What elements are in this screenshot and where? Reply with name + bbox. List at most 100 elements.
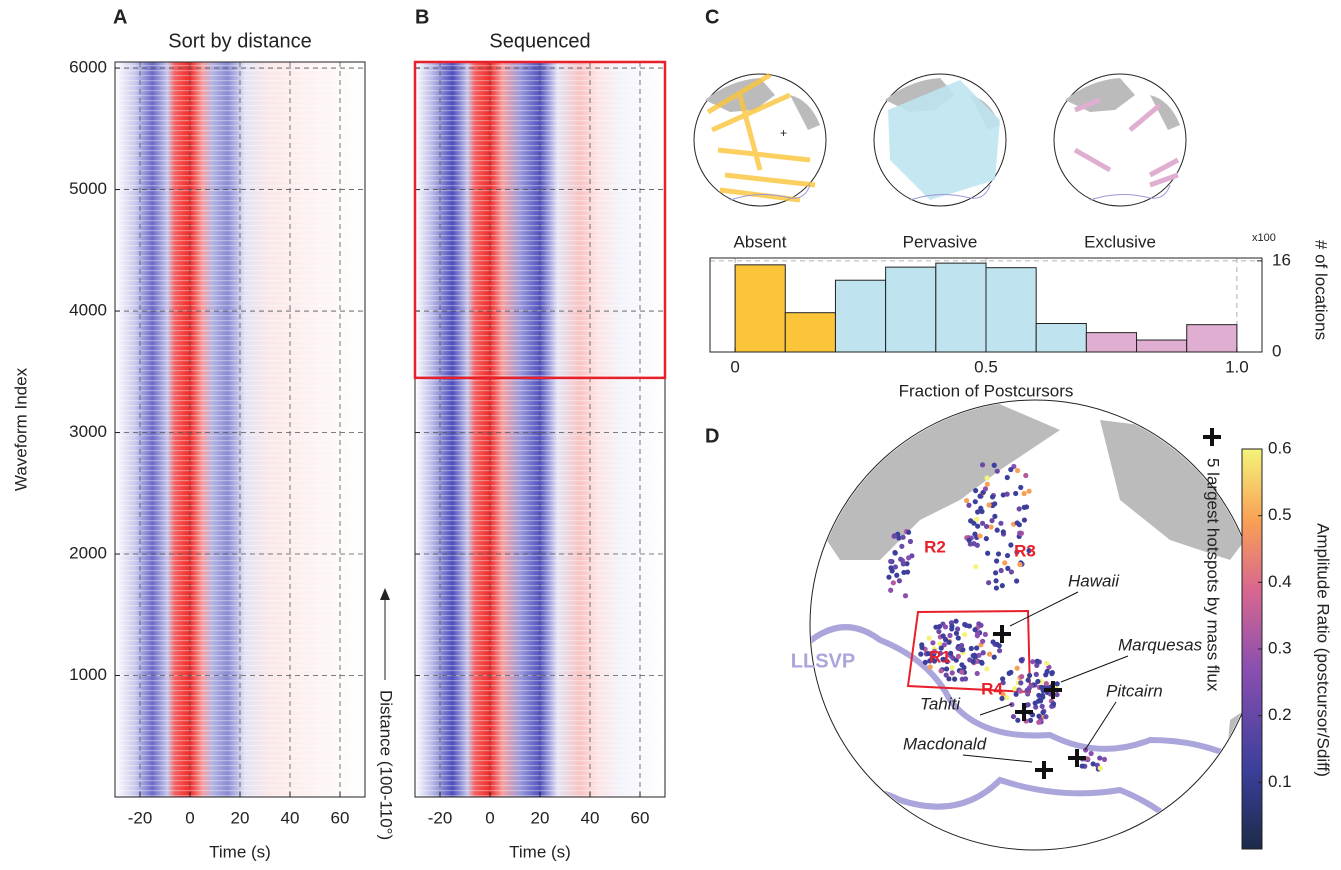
y-scale-label: x100 [1252, 232, 1276, 244]
observation-dot [962, 621, 968, 628]
observation-dot [991, 462, 997, 468]
observation-dot [1014, 520, 1020, 526]
panel-letter: C [705, 6, 719, 28]
observation-dot [1012, 686, 1018, 692]
observation-dot [959, 642, 965, 649]
mini-map [873, 73, 1007, 207]
observation-dot [989, 518, 995, 524]
colorbar-label: Amplitude Ratio (postcursor/Sdiff) [1314, 523, 1333, 777]
y-axis-label: Waveform Index [11, 367, 30, 491]
y-tick-label: 4000 [69, 301, 107, 320]
observation-dot [936, 628, 942, 635]
bar [1136, 339, 1188, 353]
observation-dot [966, 623, 973, 629]
observation-dot [1033, 704, 1039, 710]
colorbar-tick-label: 0.2 [1268, 705, 1292, 724]
observation-dot [1023, 504, 1030, 510]
y-tick-label: 3000 [69, 422, 107, 441]
observation-dot [975, 509, 981, 515]
observation-dot [978, 622, 984, 628]
panel-letter: A [113, 6, 127, 28]
y-tick-label: 1000 [69, 665, 107, 684]
observation-dot [998, 520, 1004, 526]
observation-dot [927, 664, 933, 670]
observation-dot [925, 650, 931, 657]
observation-dot [1000, 691, 1006, 697]
mini-maps: + [693, 72, 1187, 207]
observation-dot [991, 654, 997, 660]
hotspot-marker [1044, 681, 1062, 699]
observation-dot [1008, 466, 1014, 473]
observation-dot [955, 626, 961, 632]
hotspot-arrow [1084, 701, 1117, 751]
observation-dot [1021, 517, 1028, 523]
llsvp-label: LLSVP [791, 650, 855, 672]
observation-dot [998, 567, 1004, 574]
observation-dot [984, 666, 990, 672]
observation-dot [974, 516, 980, 522]
observation-dot [988, 524, 994, 530]
observation-dot [994, 468, 1000, 474]
observation-dot [979, 462, 986, 468]
observation-dot [892, 550, 898, 556]
observation-dot [942, 624, 949, 630]
region-label: R2 [924, 537, 946, 556]
observation-dot [1025, 702, 1031, 708]
observation-dot [1036, 692, 1042, 698]
observation-dot [1025, 677, 1031, 683]
region-label: R3 [1014, 541, 1036, 560]
observation-dot [968, 645, 974, 652]
observation-dot [947, 632, 953, 639]
observation-dot [986, 651, 993, 657]
observation-dot [931, 648, 938, 654]
x-tick-label: 0.5 [974, 357, 998, 376]
observation-dot [1090, 761, 1096, 767]
x-axis-label: Fraction of Postcursors [899, 381, 1074, 400]
observation-dot [1014, 665, 1020, 671]
observation-dot [976, 652, 982, 658]
observation-dot [974, 645, 980, 651]
observation-dot [943, 672, 949, 678]
observation-dot [968, 518, 974, 524]
colorbar-tick-label: 0.5 [1268, 505, 1292, 524]
observation-dot [919, 644, 925, 651]
hotspot-label: Marquesas [1118, 635, 1203, 654]
observation-dot [984, 481, 990, 487]
colorbar-tick-label: 0.4 [1268, 572, 1292, 591]
observation-dot [963, 497, 970, 504]
panel-letter: D [705, 425, 719, 447]
observation-dot [973, 487, 979, 494]
observation-dot [1028, 683, 1034, 689]
observation-dot [941, 642, 947, 648]
panel-title: Sort by distance [168, 30, 311, 52]
observation-dot [1005, 565, 1011, 571]
observation-dot [992, 513, 998, 519]
observation-dot [1054, 692, 1060, 698]
hotspot-arrow [1009, 591, 1079, 627]
observation-dot [930, 640, 936, 646]
plot-frame [114, 61, 366, 798]
highlight-box [413, 60, 667, 380]
observation-dot [999, 583, 1005, 589]
observation-dot [972, 627, 978, 633]
observation-dot [900, 561, 906, 567]
x-tick-label: 0 [730, 357, 739, 376]
x-tick-label: 20 [531, 808, 550, 827]
observation-dot [971, 541, 977, 547]
observation-dot [1027, 717, 1034, 723]
observation-dot [953, 657, 959, 663]
legend-marker [1203, 428, 1221, 446]
observation-dot [977, 493, 983, 499]
observation-dot [1019, 674, 1025, 680]
observation-dot [955, 635, 961, 641]
y-axis-label: # of locations [1312, 240, 1331, 340]
observation-dot [1026, 672, 1033, 679]
x-tick-label: -20 [128, 808, 153, 827]
map-label: Exclusive [1084, 232, 1156, 251]
observation-dot [1088, 750, 1094, 757]
x-tick-label: 20 [231, 808, 250, 827]
observation-dot [1004, 474, 1010, 481]
observation-dot [894, 572, 900, 578]
x-tick-label: 40 [281, 808, 300, 827]
